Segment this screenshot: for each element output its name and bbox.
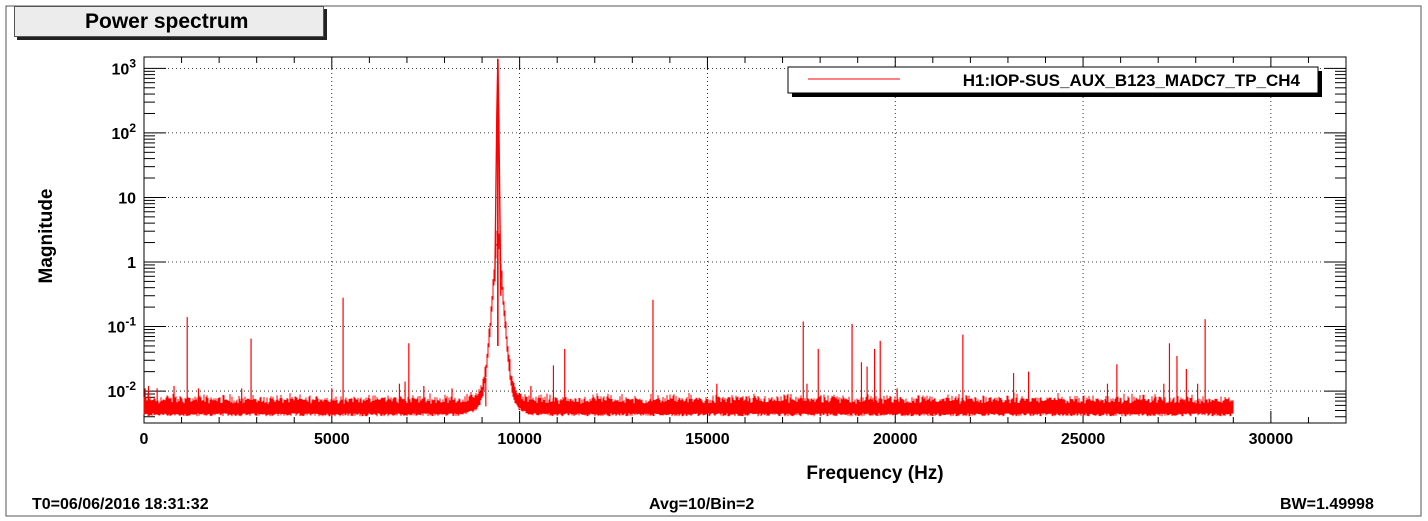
x-tick-label: 5000 [314, 431, 350, 448]
spectrum-trace [143, 224, 1234, 417]
x-tick-label: 0 [140, 431, 149, 448]
plot-title: Power spectrum [14, 6, 324, 37]
footer-time: T0=06/06/2016 18:31:32 [32, 496, 209, 513]
window-frame [5, 5, 1422, 517]
spectrum-spikes [144, 297, 1206, 407]
spectrum-main-peak [494, 58, 502, 296]
x-axis-label: Frequency (Hz) [806, 463, 943, 484]
axis-ticks [143, 57, 1347, 423]
plot-area-frame [143, 56, 1347, 424]
x-tick-label: 10000 [497, 431, 542, 448]
y-tick-label: 1 [127, 255, 136, 272]
y-tick-label: 102 [112, 121, 137, 143]
y-tick-label: 10 [118, 190, 136, 207]
legend: H1:IOP-SUS_AUX_B123_MADC7_TP_CH4 [787, 66, 1322, 97]
x-tick-label: 20000 [873, 431, 918, 448]
footer-bandwidth: BW=1.49998 [1280, 496, 1374, 513]
x-tick-label: 30000 [1249, 431, 1294, 448]
x-tick-label: 15000 [685, 431, 730, 448]
footer-averaging: Avg=10/Bin=2 [649, 496, 755, 513]
x-tick-label: 25000 [1061, 431, 1106, 448]
y-tick-label: 10-1 [108, 315, 137, 337]
y-tick-label: 10-2 [108, 379, 137, 401]
y-axis-label: Magnitude [36, 189, 57, 284]
legend-box [787, 66, 1319, 94]
grid-lines [144, 57, 1346, 423]
legend-entry-label: H1:IOP-SUS_AUX_B123_MADC7_TP_CH4 [963, 71, 1301, 90]
y-tick-label: 103 [112, 56, 137, 78]
